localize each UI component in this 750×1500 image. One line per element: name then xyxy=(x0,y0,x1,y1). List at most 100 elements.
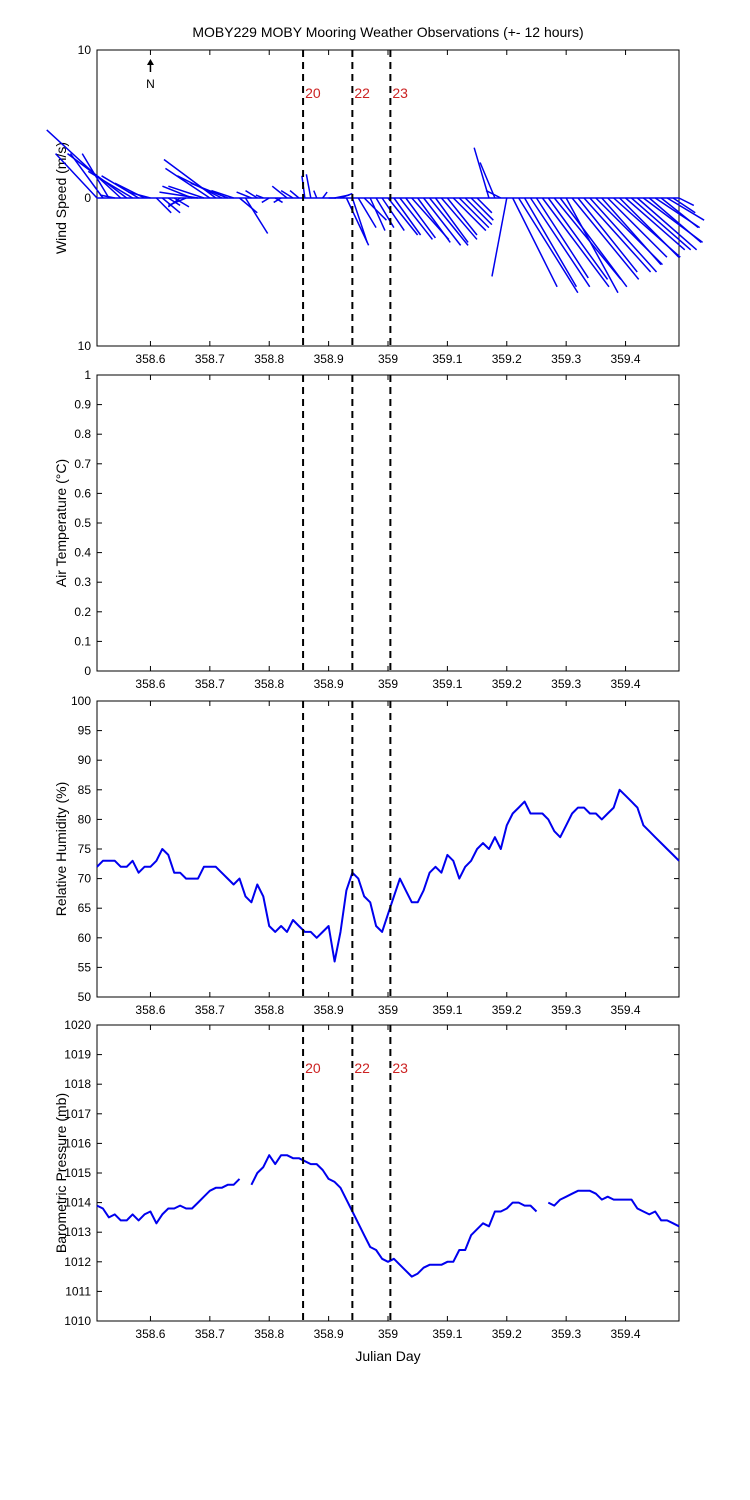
humidity-y-tick-label: 80 xyxy=(78,812,92,826)
pressure-series-line xyxy=(96,1178,241,1225)
wind-wind-stick xyxy=(87,170,134,199)
air-temp-x-tick-label: 359.4 xyxy=(611,677,641,691)
wind-x-tick-label: 359.1 xyxy=(432,352,462,366)
air-temp-y-tick-label: 0.4 xyxy=(74,546,91,560)
humidity-x-tick-label: 359.3 xyxy=(551,1003,581,1017)
wind-wind-stick xyxy=(274,197,283,204)
wind-x-tick-label: 359.4 xyxy=(611,352,641,366)
wind-wind-stick xyxy=(428,197,469,246)
wind-wind-stick xyxy=(452,197,487,232)
wind-wind-stick xyxy=(165,167,211,199)
wind-wind-stick xyxy=(155,197,172,214)
air-temp-y-tick-label: 0.8 xyxy=(74,427,91,441)
wind-wind-stick xyxy=(305,174,312,199)
wind-wind-stick xyxy=(55,153,98,199)
relative-humidity-panel: 358.6 358.7 358.8 358.9 359 359.1 359.2 359.3 35… xyxy=(53,694,680,1017)
wind-wind-stick xyxy=(423,197,462,246)
humidity-y-axis-label: Relative Humidity (%) xyxy=(53,782,69,917)
air-temp-y-axis-label: Air Temperature (°C) xyxy=(53,459,69,587)
wind-y-axis-label: Wind Speed (m/s) xyxy=(53,142,69,254)
wind-wind-stick xyxy=(273,197,282,204)
wind-x-tick-label: 358.7 xyxy=(195,352,225,366)
wind-event-label: 22 xyxy=(354,85,370,101)
humidity-x-tick-label: 359.2 xyxy=(492,1003,522,1017)
pressure-event-label: 23 xyxy=(392,1060,408,1076)
wind-wind-stick xyxy=(485,189,502,199)
air-temp-x-tick-label: 358.9 xyxy=(314,677,344,691)
wind-wind-stick xyxy=(168,197,187,207)
wind-wind-stick xyxy=(464,197,493,226)
humidity-y-tick-label: 95 xyxy=(78,724,92,738)
air-temp-x-tick-label: 359.1 xyxy=(432,677,462,691)
pressure-y-tick-label: 1012 xyxy=(64,1255,91,1269)
pressure-y-tick-label: 1015 xyxy=(64,1166,91,1180)
wind-wind-stick xyxy=(236,191,252,199)
wind-wind-stick xyxy=(470,197,494,221)
wind-wind-stick xyxy=(559,197,628,288)
figure-title: MOBY229 MOBY Mooring Weather Observation… xyxy=(192,24,584,40)
wind-wind-stick xyxy=(168,185,205,199)
pressure-x-tick-label: 358.6 xyxy=(135,1327,165,1341)
wind-wind-stick xyxy=(660,197,699,229)
wind-wind-stick xyxy=(322,191,328,199)
wind-event-label: 23 xyxy=(392,85,408,101)
wind-wind-stick xyxy=(571,197,640,280)
pressure-y-tick-label: 1016 xyxy=(64,1136,91,1150)
humidity-x-tick-label: 358.8 xyxy=(254,1003,284,1017)
wind-x-tick-label: 359.2 xyxy=(492,352,522,366)
humidity-y-tick-label: 60 xyxy=(78,931,92,945)
humidity-x-tick-label: 358.9 xyxy=(314,1003,344,1017)
wind-wind-stick xyxy=(99,194,115,199)
pressure-y-tick-label: 1020 xyxy=(64,1018,91,1032)
air-temp-x-tick-label: 359.3 xyxy=(551,677,581,691)
north-arrow-icon xyxy=(146,59,154,65)
wind-wind-stick xyxy=(245,189,258,199)
wind-wind-stick xyxy=(239,197,258,214)
wind-wind-stick xyxy=(541,197,610,288)
air-temp-x-tick-label: 358.6 xyxy=(135,677,165,691)
wind-wind-stick xyxy=(244,197,269,234)
pressure-y-tick-label: 1019 xyxy=(64,1048,91,1062)
wind-wind-stick xyxy=(440,197,478,240)
wind-wind-stick xyxy=(190,182,228,199)
wind-wind-stick xyxy=(280,189,294,199)
wind-x-tick-label: 359.3 xyxy=(551,352,581,366)
wind-wind-stick xyxy=(601,197,662,266)
humidity-y-tick-label: 55 xyxy=(78,960,92,974)
wind-wind-stick xyxy=(577,197,638,273)
humidity-y-tick-label: 90 xyxy=(78,753,92,767)
wind-event-label: 20 xyxy=(305,85,321,101)
wind-wind-stick xyxy=(405,197,437,239)
wind-wind-stick xyxy=(479,162,496,199)
air-temp-x-tick-label: 359 xyxy=(378,677,398,691)
wind-wind-stick xyxy=(163,158,217,199)
humidity-x-tick-label: 359.1 xyxy=(432,1003,462,1017)
pressure-series-line xyxy=(547,1189,680,1228)
humidity-y-tick-label: 50 xyxy=(78,990,92,1004)
humidity-series-line xyxy=(96,788,680,963)
wind-wind-stick xyxy=(357,197,377,228)
humidity-x-tick-label: 359 xyxy=(378,1003,398,1017)
pressure-y-tick-label: 1014 xyxy=(64,1196,91,1210)
humidity-y-tick-label: 70 xyxy=(78,872,92,886)
pressure-x-tick-label: 358.7 xyxy=(195,1327,225,1341)
air-temp-y-tick-label: 0.2 xyxy=(74,605,91,619)
humidity-x-tick-label: 358.7 xyxy=(195,1003,225,1017)
wind-x-tick-label: 358.6 xyxy=(135,352,165,366)
air-temp-x-tick-label: 358.8 xyxy=(254,677,284,691)
wind-wind-stick xyxy=(589,197,658,273)
wind-wind-stick xyxy=(101,175,139,199)
wind-wind-stick xyxy=(512,197,558,288)
wind-wind-stick xyxy=(313,190,318,199)
air-temp-y-tick-label: 0.5 xyxy=(74,516,91,530)
wind-wind-stick xyxy=(607,197,668,258)
pressure-x-tick-label: 359.4 xyxy=(611,1327,641,1341)
wind-wind-stick xyxy=(434,197,469,243)
air-temp-y-tick-label: 0.6 xyxy=(74,486,91,500)
pressure-y-tick-label: 1018 xyxy=(64,1077,91,1091)
pressure-x-tick-label: 359.2 xyxy=(492,1327,522,1341)
pressure-x-tick-label: 359 xyxy=(378,1327,398,1341)
wind-wind-stick xyxy=(289,190,300,199)
wind-wind-stick xyxy=(255,194,264,199)
